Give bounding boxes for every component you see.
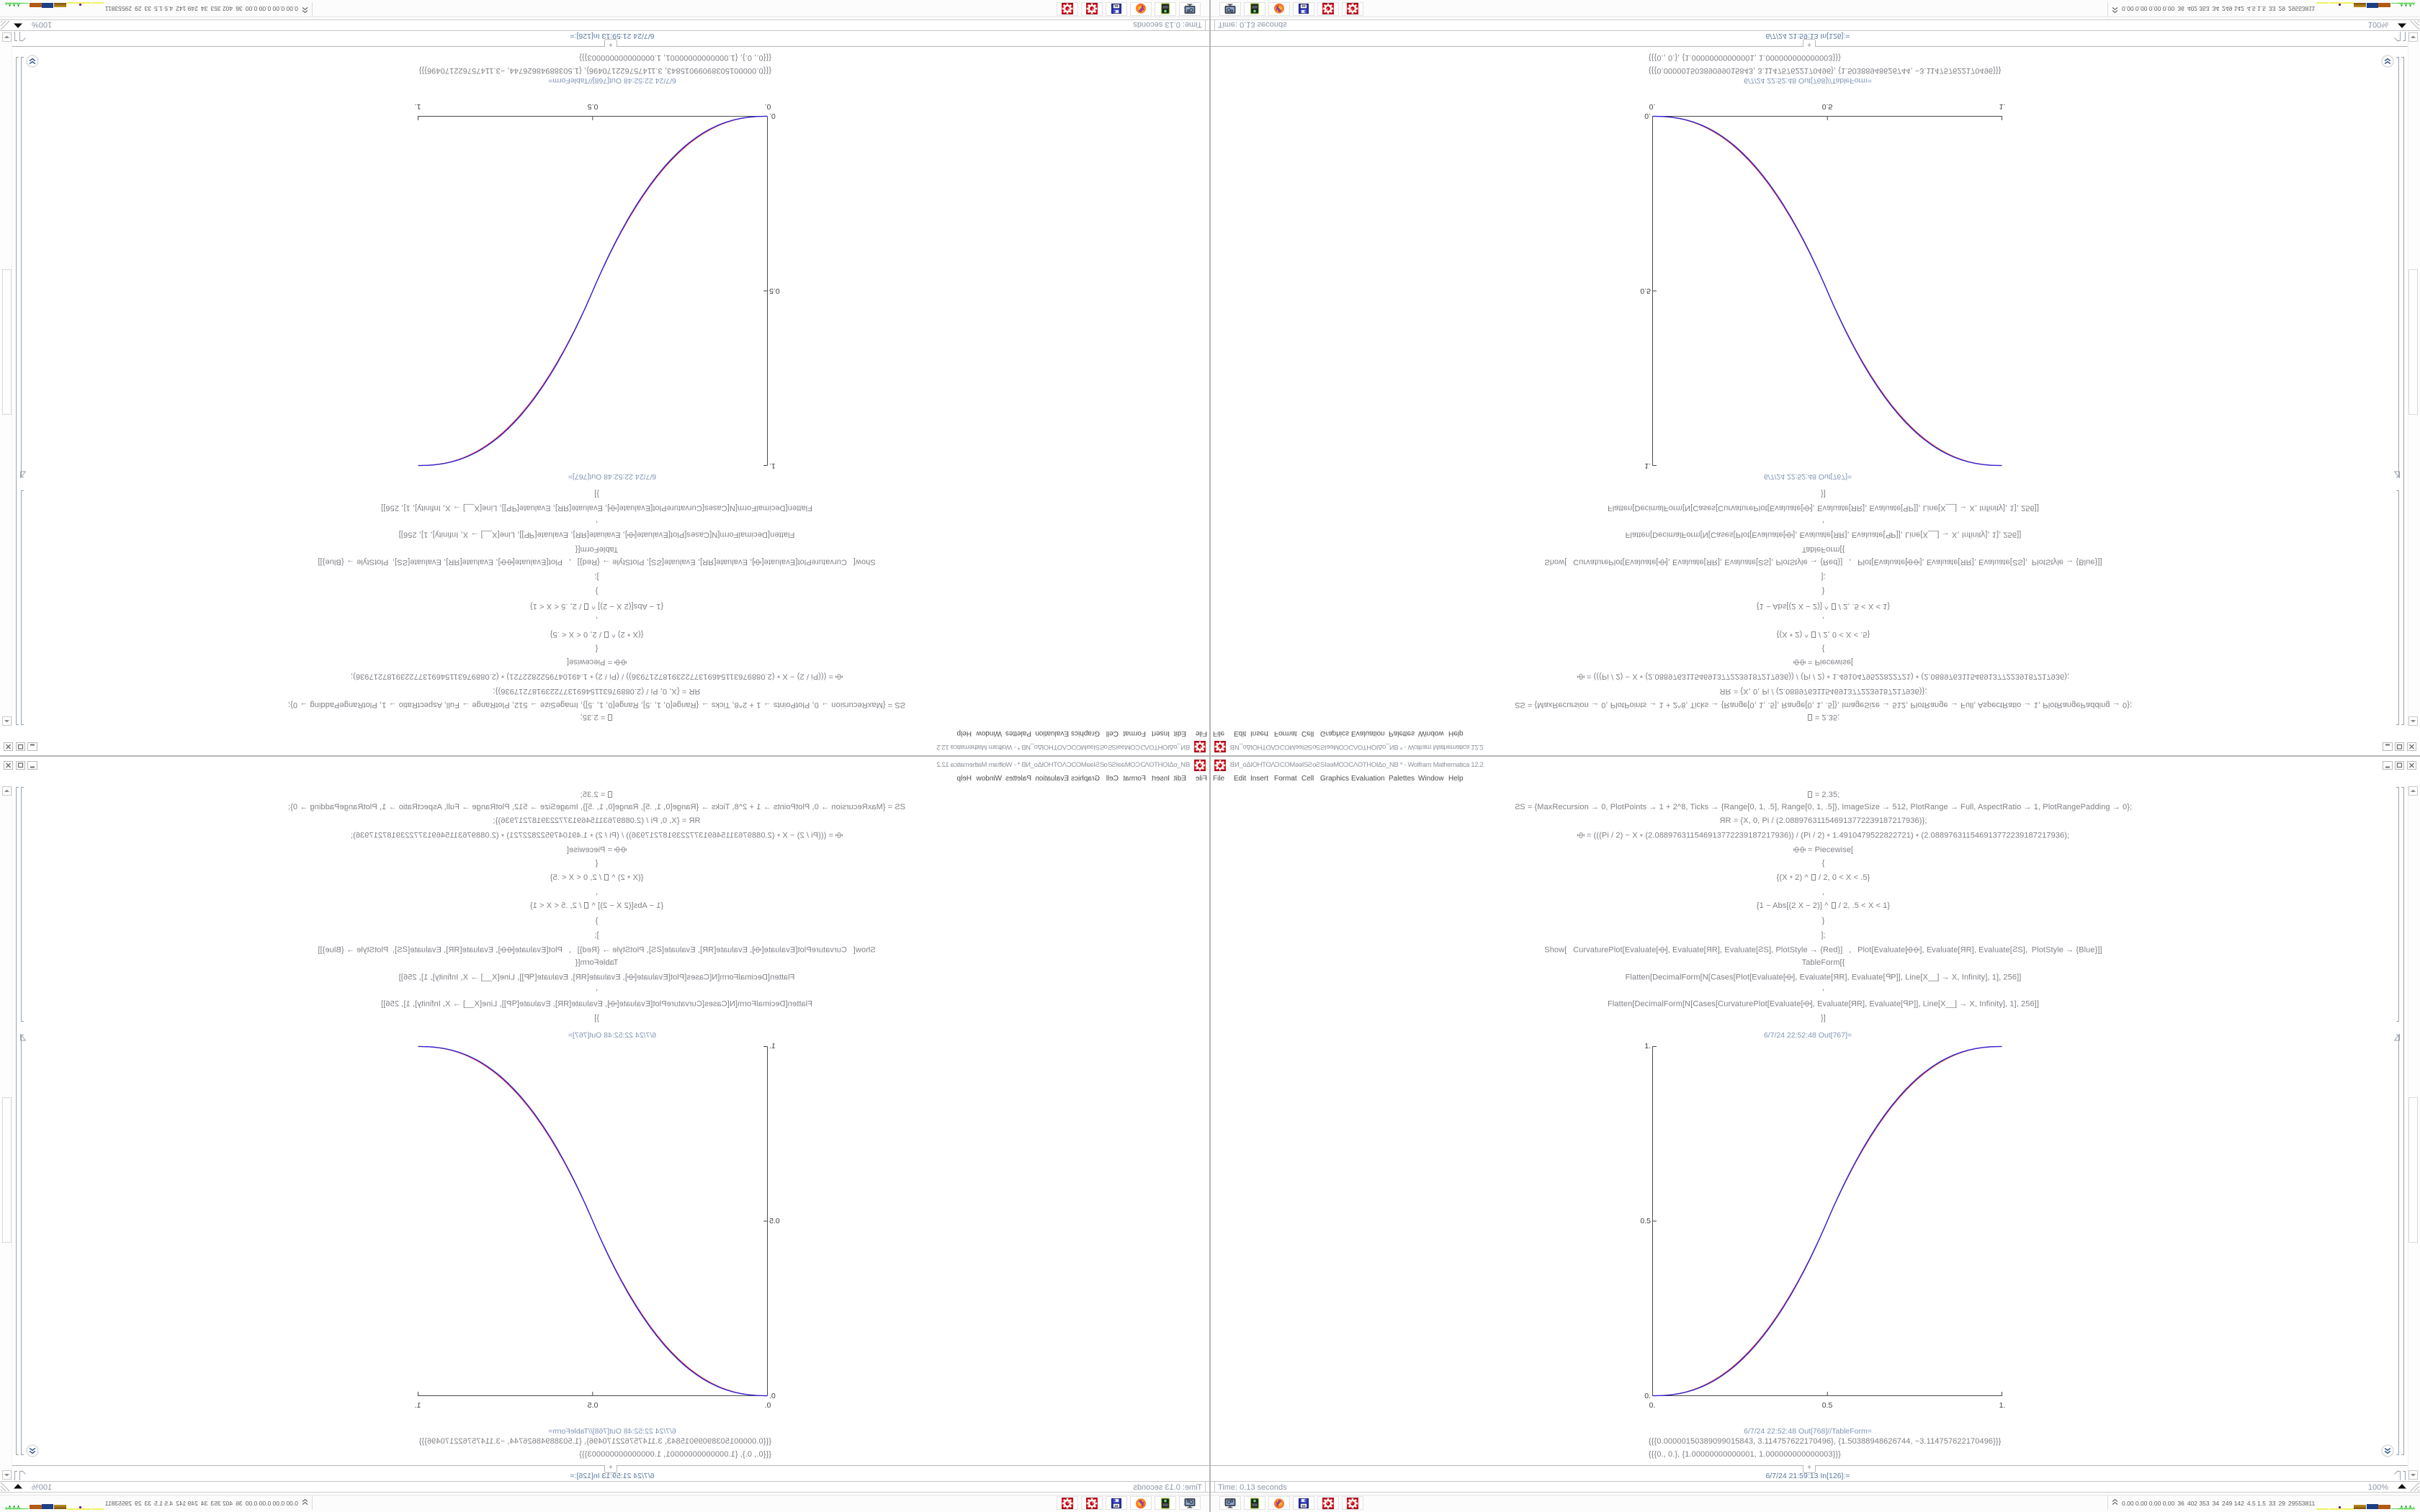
svg-text:64: 64 (1114, 4, 1119, 8)
svg-text:64: 64 (1301, 4, 1306, 8)
svg-text:64: 64 (1114, 1504, 1119, 1508)
svg-text:64: 64 (1301, 1504, 1306, 1508)
